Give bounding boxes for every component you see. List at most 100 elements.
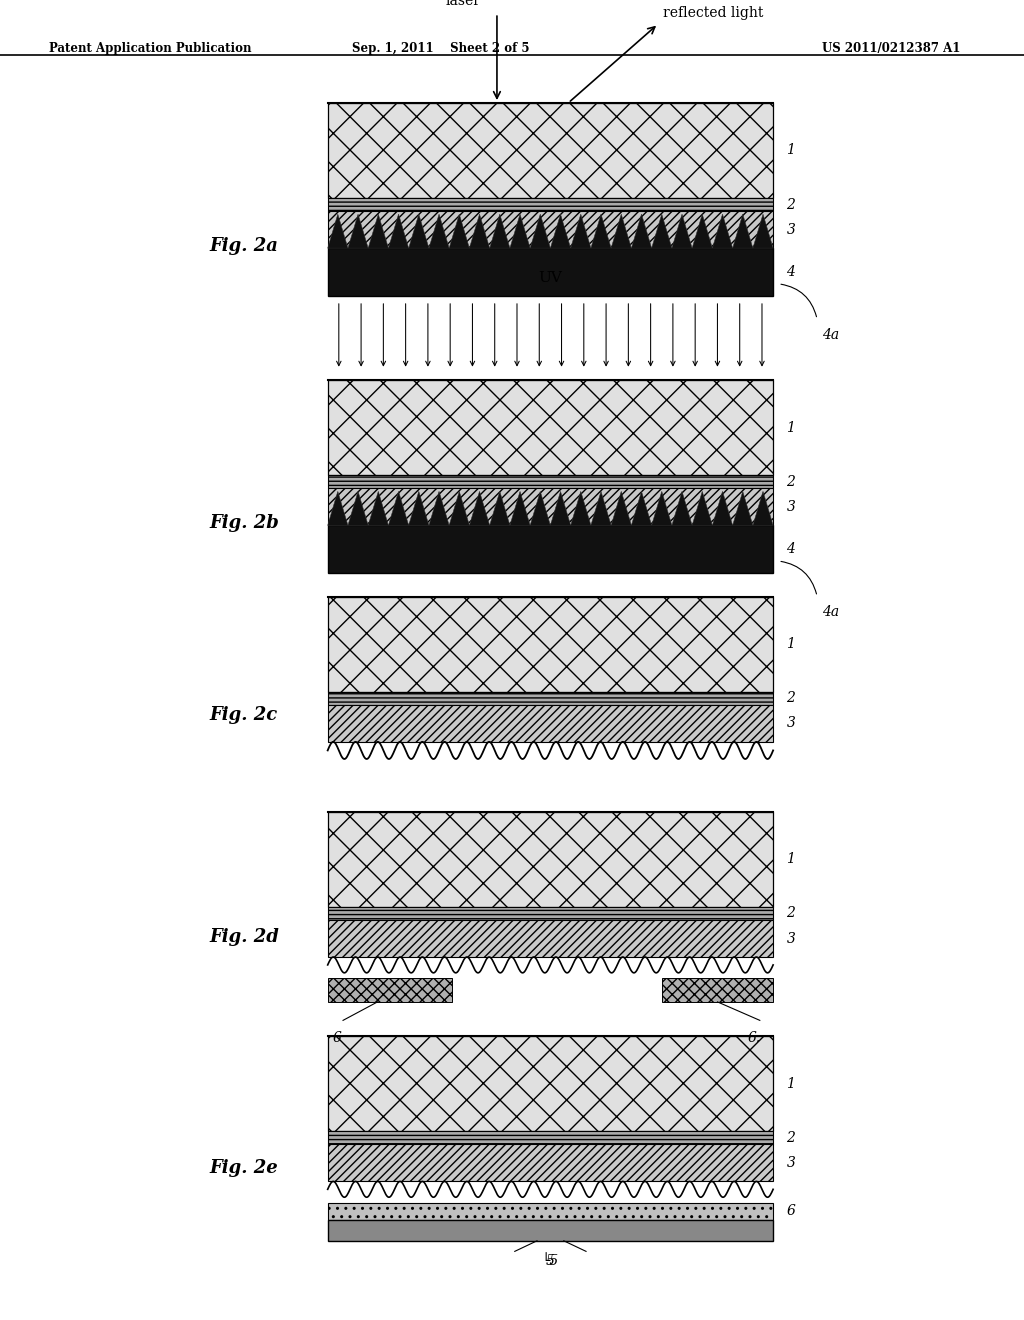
Polygon shape — [551, 214, 570, 248]
Bar — [328, 920, 773, 957]
Text: 6.: 6. — [748, 1031, 761, 1045]
Text: Fig. 2e: Fig. 2e — [210, 1159, 279, 1177]
Bar — [328, 597, 773, 692]
Polygon shape — [713, 491, 732, 525]
Text: laser: laser — [445, 0, 480, 8]
Polygon shape — [570, 214, 591, 248]
Bar — [328, 812, 773, 907]
Text: 3: 3 — [786, 223, 796, 236]
Text: 1: 1 — [786, 144, 796, 157]
Polygon shape — [530, 491, 551, 525]
Polygon shape — [348, 491, 369, 525]
Polygon shape — [369, 491, 388, 525]
Text: 1: 1 — [786, 853, 796, 866]
Bar — [328, 103, 773, 198]
Polygon shape — [732, 214, 753, 248]
Text: Sep. 1, 2011    Sheet 2 of 5: Sep. 1, 2011 Sheet 2 of 5 — [351, 42, 529, 55]
Text: 2: 2 — [786, 198, 796, 211]
Bar — [328, 475, 773, 488]
Polygon shape — [732, 491, 753, 525]
Polygon shape — [570, 491, 591, 525]
Polygon shape — [753, 491, 773, 525]
Text: Patent Application Publication: Patent Application Publication — [49, 42, 252, 55]
Polygon shape — [450, 214, 469, 248]
Text: Fig. 2a: Fig. 2a — [210, 236, 279, 255]
Text: 4: 4 — [786, 265, 796, 279]
Text: 4a: 4a — [822, 329, 840, 342]
Text: 1: 1 — [786, 421, 796, 434]
Polygon shape — [591, 214, 611, 248]
Bar — [328, 1203, 773, 1220]
Text: US 2011/0212387 A1: US 2011/0212387 A1 — [821, 42, 961, 55]
Polygon shape — [489, 491, 510, 525]
Polygon shape — [551, 491, 570, 525]
Polygon shape — [328, 214, 348, 248]
Text: 3: 3 — [786, 1156, 796, 1170]
Text: Fig. 2c: Fig. 2c — [210, 706, 279, 725]
Polygon shape — [672, 491, 692, 525]
Text: └5: └5 — [542, 1254, 559, 1269]
Polygon shape — [651, 214, 672, 248]
Text: 2: 2 — [786, 1131, 796, 1144]
Text: 1: 1 — [786, 638, 796, 651]
Polygon shape — [692, 214, 713, 248]
Polygon shape — [651, 491, 672, 525]
Bar — [328, 692, 773, 705]
Polygon shape — [369, 214, 388, 248]
Polygon shape — [409, 214, 429, 248]
Text: 3: 3 — [786, 500, 796, 513]
Polygon shape — [388, 214, 409, 248]
Polygon shape — [409, 491, 429, 525]
Polygon shape — [672, 214, 692, 248]
Text: 4: 4 — [786, 543, 796, 556]
Polygon shape — [388, 491, 409, 525]
Bar — [328, 1036, 773, 1131]
Text: Fig. 2b: Fig. 2b — [210, 513, 280, 532]
Text: 1: 1 — [786, 1077, 796, 1090]
Polygon shape — [632, 491, 651, 525]
Polygon shape — [632, 214, 651, 248]
Text: 3: 3 — [786, 932, 796, 945]
Polygon shape — [328, 491, 348, 525]
Bar — [328, 907, 773, 920]
Polygon shape — [530, 214, 551, 248]
Polygon shape — [510, 491, 530, 525]
Bar — [328, 978, 453, 1002]
Polygon shape — [591, 491, 611, 525]
Bar — [328, 211, 773, 248]
Bar — [328, 525, 773, 573]
Bar — [328, 1144, 773, 1181]
Polygon shape — [510, 214, 530, 248]
Text: 2: 2 — [786, 907, 796, 920]
Polygon shape — [348, 214, 369, 248]
Bar — [328, 248, 773, 296]
Bar — [662, 978, 773, 1002]
Text: 5: 5 — [546, 1254, 555, 1269]
Polygon shape — [692, 491, 713, 525]
Bar — [328, 705, 773, 742]
Text: 6: 6 — [786, 1204, 796, 1218]
Text: 2: 2 — [786, 692, 796, 705]
Polygon shape — [450, 491, 469, 525]
Polygon shape — [753, 214, 773, 248]
Text: reflected light: reflected light — [664, 5, 764, 20]
Text: Fig. 2d: Fig. 2d — [210, 928, 280, 946]
Bar — [328, 198, 773, 211]
Polygon shape — [469, 214, 489, 248]
Bar — [328, 488, 773, 525]
Bar — [328, 380, 773, 475]
Polygon shape — [611, 491, 632, 525]
Bar — [328, 1220, 773, 1241]
Polygon shape — [469, 491, 489, 525]
Polygon shape — [489, 214, 510, 248]
Polygon shape — [713, 214, 732, 248]
Bar — [328, 1131, 773, 1144]
Polygon shape — [611, 214, 632, 248]
Polygon shape — [429, 214, 450, 248]
Text: 3: 3 — [786, 717, 796, 730]
Text: 2: 2 — [786, 475, 796, 488]
Text: 6: 6 — [333, 1031, 342, 1045]
Polygon shape — [429, 491, 450, 525]
Text: 4a: 4a — [822, 606, 840, 619]
Text: UV: UV — [539, 271, 562, 285]
